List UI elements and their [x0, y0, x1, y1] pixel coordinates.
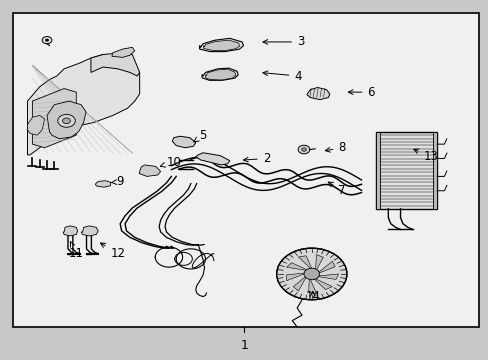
- Polygon shape: [47, 101, 86, 139]
- Polygon shape: [286, 273, 306, 281]
- Polygon shape: [27, 116, 44, 135]
- Circle shape: [62, 118, 70, 124]
- Text: 4: 4: [263, 69, 301, 82]
- Polygon shape: [316, 261, 334, 274]
- Polygon shape: [312, 278, 332, 289]
- Text: 12: 12: [101, 243, 125, 260]
- Circle shape: [304, 268, 319, 280]
- Polygon shape: [63, 226, 78, 236]
- Polygon shape: [13, 13, 478, 327]
- Circle shape: [301, 148, 306, 151]
- Polygon shape: [95, 181, 110, 187]
- Polygon shape: [315, 255, 323, 272]
- Text: 5: 5: [194, 129, 206, 142]
- Polygon shape: [112, 47, 135, 57]
- Polygon shape: [81, 226, 98, 236]
- Text: 1: 1: [240, 339, 248, 352]
- Polygon shape: [195, 153, 229, 165]
- Circle shape: [58, 114, 75, 127]
- Circle shape: [42, 37, 52, 44]
- Circle shape: [298, 145, 309, 154]
- Polygon shape: [308, 277, 316, 293]
- Polygon shape: [375, 132, 379, 209]
- Polygon shape: [27, 54, 140, 155]
- Text: 8: 8: [325, 141, 345, 154]
- FancyBboxPatch shape: [375, 132, 436, 209]
- Circle shape: [276, 248, 346, 300]
- Polygon shape: [293, 275, 306, 291]
- Text: 6: 6: [347, 86, 374, 99]
- Text: 11: 11: [69, 242, 83, 260]
- Polygon shape: [315, 274, 338, 279]
- Polygon shape: [91, 53, 140, 76]
- Circle shape: [45, 39, 49, 41]
- Polygon shape: [32, 89, 76, 148]
- Text: 9: 9: [111, 175, 123, 188]
- Text: 3: 3: [263, 35, 304, 49]
- Polygon shape: [199, 39, 243, 51]
- Text: 13: 13: [413, 149, 437, 163]
- Polygon shape: [202, 68, 238, 80]
- Text: 2: 2: [243, 152, 270, 165]
- Polygon shape: [432, 132, 436, 209]
- Text: 14: 14: [305, 290, 320, 303]
- Polygon shape: [172, 136, 195, 148]
- Text: 10: 10: [160, 156, 181, 168]
- Text: 7: 7: [327, 182, 345, 197]
- Polygon shape: [298, 256, 312, 270]
- Polygon shape: [205, 69, 235, 80]
- Polygon shape: [203, 40, 239, 50]
- Polygon shape: [139, 165, 160, 176]
- Polygon shape: [286, 263, 309, 271]
- Polygon shape: [306, 87, 329, 100]
